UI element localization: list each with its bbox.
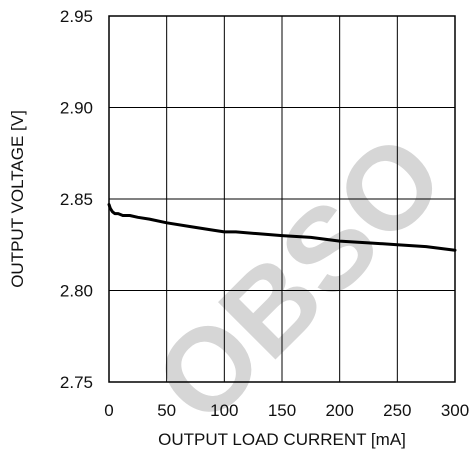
- watermark-text: OBSO: [130, 109, 469, 448]
- watermark: OBSO: [130, 109, 469, 448]
- y-tick-label: 2.95: [60, 7, 93, 26]
- x-tick-label: 150: [268, 401, 296, 420]
- y-tick-labels: 2.95 2.90 2.85 2.80 2.75: [60, 7, 93, 392]
- x-tick-label: 200: [325, 401, 353, 420]
- y-tick-label: 2.80: [60, 282, 93, 301]
- series-line: [107, 203, 457, 252]
- x-tick-label: 250: [383, 401, 411, 420]
- x-tick-label: 0: [104, 401, 113, 420]
- plot-border: [108, 15, 456, 383]
- series: [107, 203, 457, 252]
- x-tick-label: 50: [157, 401, 176, 420]
- x-tick-label: 300: [441, 401, 469, 420]
- y-tick-label: 2.90: [60, 99, 93, 118]
- x-tick-labels: 0 50 100 150 200 250 300: [104, 401, 469, 420]
- plot-frame: [108, 15, 456, 383]
- x-tick-label: 100: [210, 401, 238, 420]
- y-tick-label: 2.75: [60, 373, 93, 392]
- y-tick-label: 2.85: [60, 190, 93, 209]
- y-axis-label: OUTPUT VOLTAGE [V]: [8, 110, 27, 288]
- x-axis-label: OUTPUT LOAD CURRENT [mA]: [158, 430, 406, 449]
